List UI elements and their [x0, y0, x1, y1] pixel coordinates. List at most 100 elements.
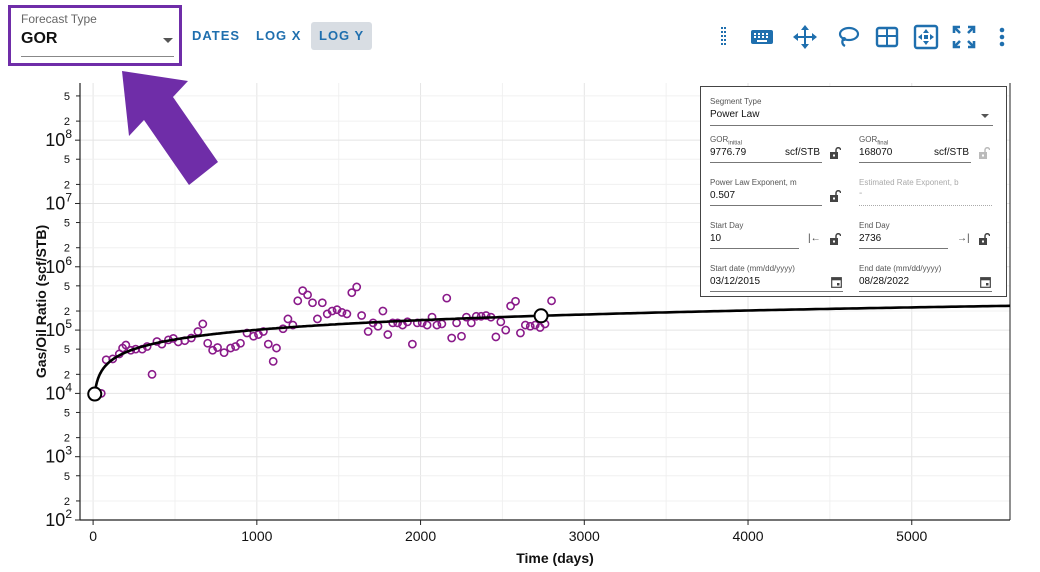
gor-data-point: [432, 320, 442, 330]
gor-initial-underline: [710, 162, 822, 163]
y-tick-base: 10: [45, 320, 65, 340]
gor-data-point: [501, 325, 511, 335]
end-day-input[interactable]: 2736: [859, 233, 882, 244]
drag-handle-icon[interactable]: [710, 24, 736, 50]
lasso-icon[interactable]: [835, 24, 861, 50]
y-minor-tick-label: 2: [64, 433, 70, 445]
calendar-icon[interactable]: [831, 276, 842, 288]
gor-data-point: [303, 290, 312, 300]
gor-data-point: [347, 288, 357, 298]
gor-data-point: [308, 298, 317, 308]
y-axis-label: Gas/Oil Ratio (scf/STB): [33, 225, 49, 378]
lock-open-icon[interactable]: [829, 233, 841, 245]
end-date-input[interactable]: 08/28/2022: [859, 276, 910, 287]
gor-data-point: [357, 311, 367, 320]
log-x-button[interactable]: LOG X: [256, 28, 302, 43]
gor-data-point: [203, 338, 213, 348]
gor-data-point: [147, 369, 157, 379]
gor-initial-sub: initial: [728, 140, 742, 147]
y-tick-exponent: 2: [65, 507, 72, 521]
gor-data-point: [249, 331, 258, 341]
chevron-down-icon: [981, 114, 989, 118]
gor-data-point: [193, 327, 203, 336]
x-tick-label: 3000: [569, 528, 600, 544]
end-day-label: End Day: [859, 221, 890, 230]
gor-final-label: GORfinal: [859, 135, 888, 147]
y-tick-exponent: 3: [65, 444, 72, 458]
start-date-label: Start date (mm/dd/yyyy): [710, 264, 795, 273]
gor-data-point: [258, 327, 268, 336]
start-day-input[interactable]: 10: [710, 233, 722, 244]
segment-endpoint-marker[interactable]: [533, 308, 549, 324]
calendar-icon[interactable]: [980, 276, 991, 288]
y-tick-base: 10: [45, 447, 65, 467]
forecast-type-select[interactable]: Forecast Type GOR: [8, 5, 182, 66]
segment-panel: Segment Type Power Law GORinitial 9776.7…: [700, 86, 1007, 297]
gor-final-input[interactable]: 168070: [859, 147, 893, 158]
gor-data-point: [317, 298, 327, 308]
y-minor-tick-label: 5: [64, 218, 70, 230]
gor-data-point: [236, 338, 245, 348]
keyboard-icon[interactable]: [749, 24, 775, 50]
gor-data-point: [452, 318, 461, 328]
gor-data-point: [363, 327, 373, 336]
gor-data-point: [157, 339, 167, 349]
lock-open-icon[interactable]: [978, 233, 990, 245]
y-tick-label: 103: [45, 444, 72, 467]
exponent-input[interactable]: 0.507: [710, 190, 736, 201]
annotation-arrow: [122, 71, 218, 185]
x-tick-label: 2000: [405, 528, 436, 544]
more-vert-icon[interactable]: [989, 24, 1015, 50]
x-axis-label: Time (days): [516, 550, 594, 566]
gor-data-point: [213, 343, 222, 352]
y-minor-tick-label: 5: [64, 154, 70, 166]
start-day-label: Start Day: [710, 221, 744, 230]
exponent-underline: [710, 205, 822, 206]
gor-data-point: [198, 319, 208, 329]
y-tick-exponent: 8: [65, 127, 72, 141]
gor-data-point: [219, 348, 229, 358]
gor-data-point: [272, 343, 281, 353]
segment-type-select[interactable]: Power Law: [710, 108, 993, 124]
x-tick-label: 5000: [896, 528, 927, 544]
gor-data-point: [298, 286, 308, 296]
y-minor-tick-label: 5: [64, 91, 70, 103]
gor-data-point: [447, 333, 457, 343]
log-y-button[interactable]: LOG Y: [311, 22, 373, 50]
gor-data-point: [283, 314, 293, 324]
start-date-input[interactable]: 03/12/2015: [710, 276, 761, 287]
dates-button[interactable]: DATES: [192, 28, 241, 43]
move-icon[interactable]: [792, 24, 818, 50]
fullscreen-icon[interactable]: [951, 24, 977, 50]
y-minor-tick-label: 2: [64, 369, 70, 381]
table-icon[interactable]: [874, 24, 900, 50]
gor-data-point: [288, 320, 298, 330]
lock-open-icon[interactable]: [829, 190, 841, 202]
gor-data-point: [226, 343, 236, 353]
gor-data-point: [506, 301, 516, 311]
gor-initial-unit: scf/STB: [785, 147, 821, 158]
gor-data-point: [342, 309, 352, 319]
y-tick-label: 106: [45, 254, 72, 277]
step-start-icon[interactable]: |←: [808, 233, 821, 244]
y-tick-label: 102: [45, 507, 72, 530]
gor-data-point: [471, 311, 481, 321]
gor-data-point: [516, 328, 525, 338]
lock-open-icon[interactable]: [829, 147, 841, 159]
zoom-fit-icon[interactable]: [913, 24, 939, 50]
segment-endpoint-marker[interactable]: [87, 386, 103, 402]
gor-data-point: [422, 320, 432, 330]
x-tick-label: 0: [89, 528, 97, 544]
gor-initial-input[interactable]: 9776.79: [710, 147, 747, 158]
segment-type-label: Segment Type: [710, 97, 762, 106]
y-tick-exponent: 6: [65, 254, 72, 268]
y-tick-base: 10: [45, 193, 65, 213]
gor-data-point: [496, 317, 506, 327]
gor-final-underline: [859, 162, 971, 163]
step-end-icon[interactable]: →|: [957, 233, 970, 244]
start-day-underline: [710, 248, 799, 249]
y-minor-tick-label: 5: [64, 471, 70, 483]
gor-data-point: [407, 339, 417, 349]
gor-data-point: [327, 306, 337, 316]
gor-data-point: [530, 320, 540, 330]
